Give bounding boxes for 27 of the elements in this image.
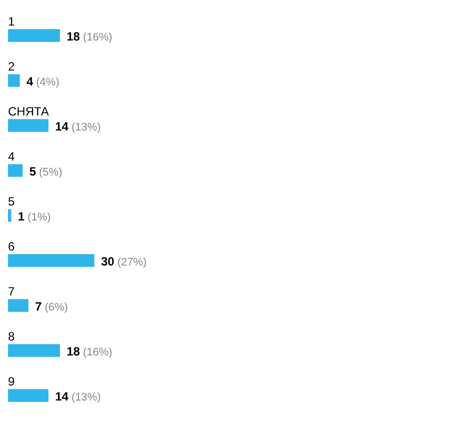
bar [8,29,60,42]
data-label: 5 (5%) [29,164,62,178]
y-tick-label: 1 [8,14,15,28]
y-tick-label: 4 [8,150,15,164]
data-label: 4 (4%) [26,74,60,88]
y-tick-label: 2 [8,60,15,74]
bar [8,299,28,312]
bar [8,74,20,87]
bar [8,344,60,357]
y-tick-label: 8 [8,330,15,344]
data-label: 14 (13%) [55,120,101,134]
y-tick-label: СНЯТА [8,104,49,118]
bar [8,119,48,132]
data-label: 18 (16%) [66,30,112,44]
bar [8,254,94,267]
y-tick-label: 6 [8,240,15,254]
bar [8,164,23,177]
data-label: 1 (1%) [18,210,51,224]
data-label: 14 (13%) [55,390,101,404]
bar [8,389,48,402]
y-tick-label: 7 [8,284,15,298]
bar [8,209,12,222]
y-tick-label: 9 [8,374,15,388]
data-label: 18 (16%) [66,344,112,358]
data-label: 30 (27%) [101,254,147,268]
y-tick-label: 5 [8,194,15,208]
data-label: 7 (6%) [35,300,68,314]
